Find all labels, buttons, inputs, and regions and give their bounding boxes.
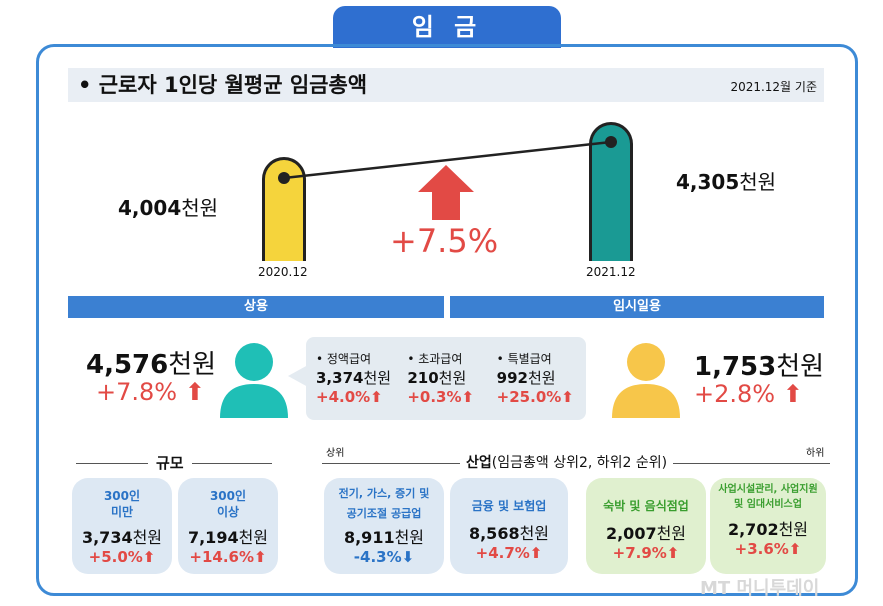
industry-card: 숙박 및 음식점업 2,007천원 +7.9%⬆ — [586, 478, 706, 574]
callout-pointer — [288, 365, 308, 387]
scale-title: 규모 — [148, 452, 192, 473]
card-change: +4.7%⬆ — [475, 544, 543, 562]
card-value: 7,194천원 — [187, 528, 269, 547]
card-label: 사업시설관리, 사업지원 및 임대서비스업 — [718, 484, 818, 510]
card-value: 8,911천원 — [343, 528, 425, 547]
card-label: 300인 미만 — [103, 489, 141, 519]
trend-line — [278, 136, 617, 220]
industry-title: 산업(임금총액 상위2, 하위2 순위) — [460, 452, 674, 472]
card-label: 전기, 가스, 증기 및 공기조절 공급업 — [338, 487, 430, 520]
card-label: 숙박 및 음식점업 — [603, 499, 689, 513]
regular-detail-box — [306, 337, 586, 420]
scale-card: 300인 이상 7,194천원 +14.6%⬆ — [178, 478, 278, 574]
section-tab: 임 금 — [333, 6, 561, 48]
card-value: 8,568천원 — [468, 524, 550, 543]
detail-value: 210천원 — [407, 369, 467, 387]
card-label: 금융 및 보험업 — [471, 499, 547, 513]
card-value: 2,007천원 — [605, 524, 687, 543]
detail-item: • 초과급여 210천원 +0.3%⬆ — [407, 350, 496, 406]
temp-value: 1,753천원 — [694, 352, 825, 382]
top-label: 상위 — [326, 448, 345, 459]
frame — [36, 44, 858, 596]
bar-2020 — [262, 157, 306, 261]
detail-label: • 정액급여 — [316, 352, 372, 366]
down-arrow-icon: ⬇ — [401, 548, 415, 566]
value-2020: 4,004천원 — [118, 196, 219, 220]
up-arrow-icon: ⬆ — [782, 380, 803, 408]
detail-change: +4.0%⬆ — [316, 388, 383, 406]
card-value: 2,702천원 — [727, 520, 809, 539]
card-change: +5.0%⬆ — [88, 548, 156, 566]
detail-label: • 초과급여 — [407, 352, 463, 366]
header-date: 2021.12월 기준 — [730, 80, 817, 94]
detail-value: 992천원 — [496, 369, 556, 387]
detail-value: 3,374천원 — [316, 369, 392, 387]
regular-change: +7.8% ⬆ — [96, 378, 205, 406]
person-icon — [220, 343, 288, 418]
card-change: +14.6%⬆ — [189, 548, 267, 566]
card-change: -4.3%⬇ — [353, 548, 415, 566]
bar-2021 — [589, 122, 633, 261]
watermark: MT 머니투데이 — [700, 578, 820, 599]
up-arrow-icon: ⬆ — [184, 378, 205, 406]
detail-change: +25.0%⬆ — [496, 388, 574, 406]
value-2021: 4,305천원 — [676, 170, 777, 194]
regular-value: 4,576천원 — [86, 350, 217, 380]
person-icon — [612, 343, 680, 418]
detail-item: • 정액급여 3,374천원 +4.0%⬆ — [316, 350, 407, 406]
regular-details: • 정액급여 3,374천원 +4.0%⬆ • 초과급여 210천원 +0.3%⬆ • … — [316, 350, 586, 406]
industry-card: 사업시설관리, 사업지원 및 임대서비스업 2,702천원 +3.6%⬆ — [710, 478, 826, 574]
temp-title: 임시일용 — [450, 296, 824, 318]
bottom-label: 하위 — [806, 448, 825, 459]
temp-change: +2.8% ⬆ — [694, 380, 803, 408]
detail-item: • 특별급여 992천원 +25.0%⬆ — [497, 350, 586, 406]
header-bar — [68, 68, 824, 102]
card-value: 3,734천원 — [81, 528, 163, 547]
industry-card: 금융 및 보험업 8,568천원 +4.7%⬆ — [450, 478, 568, 574]
trend-change: +7.5% — [390, 222, 499, 260]
card-change: +7.9%⬆ — [612, 544, 680, 562]
card-change: +3.6%⬆ — [734, 540, 802, 558]
up-arrow-icon — [418, 165, 474, 220]
card-label: 300인 이상 — [209, 489, 247, 519]
label-2021: 2021.12 — [586, 265, 636, 279]
label-2020: 2020.12 — [258, 265, 308, 279]
detail-change: +0.3%⬆ — [407, 388, 475, 406]
detail-label: • 특별급여 — [496, 352, 552, 366]
scale-card: 300인 미만 3,734천원 +5.0%⬆ — [72, 478, 172, 574]
regular-title: 상용 — [68, 296, 444, 318]
header-title: • 근로자 1인당 월평균 임금총액 — [78, 73, 368, 97]
industry-card: 전기, 가스, 증기 및 공기조절 공급업 8,911천원 -4.3%⬇ — [324, 478, 444, 574]
